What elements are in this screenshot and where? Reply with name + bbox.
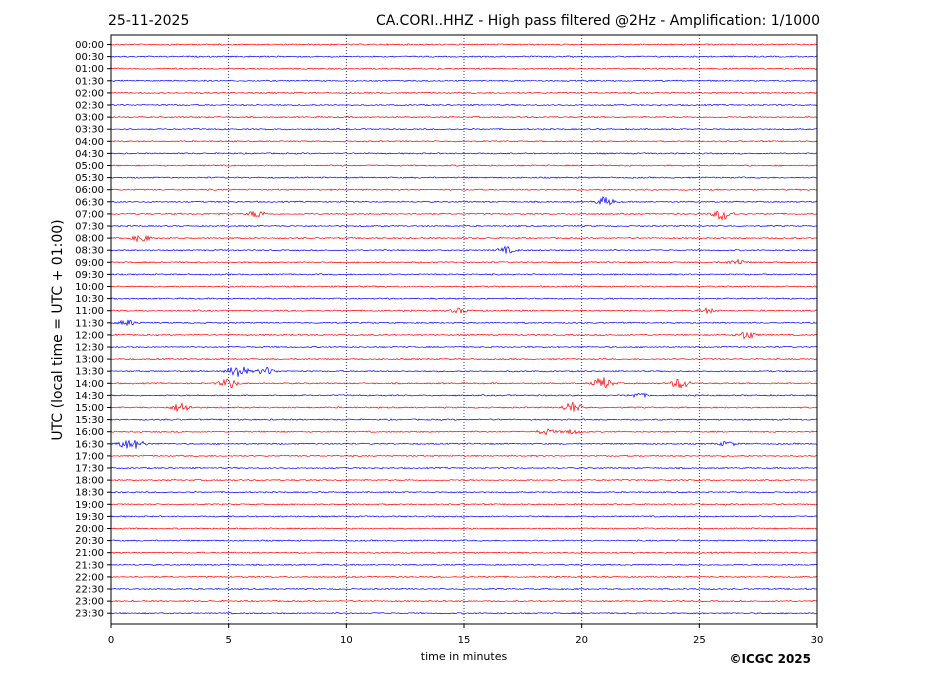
trace-1930 [110, 515, 818, 518]
y-tick-label: 03:00 [75, 113, 104, 124]
y-tick-label: 12:00 [75, 330, 104, 341]
copyright-label: ©ICGC 2025 [729, 652, 811, 666]
trace-0600 [110, 188, 818, 191]
y-tick-label: 22:30 [75, 585, 104, 596]
y-tick-label: 21:00 [75, 548, 104, 559]
y-tick-label: 21:30 [75, 560, 104, 571]
trace-1030 [110, 297, 818, 300]
y-tick-label: 09:30 [75, 270, 104, 281]
trace-1100 [110, 306, 818, 315]
y-tick-label: 19:00 [75, 500, 104, 511]
x-tick-label: 10 [340, 635, 353, 646]
y-tick-label: 17:00 [75, 451, 104, 462]
y-tick-label: 02:00 [75, 88, 104, 99]
trace-2200 [110, 575, 818, 579]
trace-0800 [110, 234, 818, 243]
trace-1800 [110, 478, 818, 482]
trace-0930 [110, 273, 818, 276]
trace-2100 [110, 551, 818, 554]
y-tick-label: 05:00 [75, 161, 104, 172]
y-tick-label: 18:00 [75, 476, 104, 487]
y-tick-label: 05:30 [75, 173, 104, 184]
y-tick-label: 06:00 [75, 185, 104, 196]
y-tick-label: 15:30 [75, 415, 104, 426]
y-tick-label: 04:30 [75, 149, 104, 160]
y-tick-label: 08:30 [75, 246, 104, 257]
x-tick-label: 30 [811, 635, 824, 646]
y-tick-label: 17:30 [75, 464, 104, 475]
y-tick-label: 14:30 [75, 391, 104, 402]
x-tick-label: 15 [458, 635, 471, 646]
trace-2030 [110, 539, 818, 542]
gridlines-group [228, 35, 700, 624]
y-tick-label: 04:00 [75, 137, 104, 148]
y-tick-label: 20:00 [75, 524, 104, 535]
y-tick-label: 23:00 [75, 597, 104, 608]
x-tick-label: 25 [693, 635, 706, 646]
y-tick-label: 16:30 [75, 439, 104, 450]
y-tick-label: 18:30 [75, 488, 104, 499]
trace-2000 [110, 527, 818, 530]
trace-0500 [110, 164, 818, 167]
y-tick-label: 11:30 [75, 318, 104, 329]
y-tick-label: 07:00 [75, 209, 104, 220]
trace-2230 [110, 587, 818, 591]
y-tick-label: 19:30 [75, 512, 104, 523]
y-tick-label: 12:30 [75, 343, 104, 354]
trace-1830 [110, 490, 818, 494]
y-tick-label: 11:00 [75, 306, 104, 317]
y-tick-label: 08:00 [75, 234, 104, 245]
trace-2300 [110, 599, 818, 603]
y-axis-label: UTC (local time = UTC + 01:00) [50, 219, 66, 440]
trace-0530 [110, 176, 818, 179]
y-tick-label: 00:30 [75, 52, 104, 63]
y-tick-label: 01:00 [75, 64, 104, 75]
trace-0700 [110, 210, 818, 221]
trace-2130 [110, 563, 818, 567]
y-tick-label: 02:30 [75, 101, 104, 112]
trace-1630 [110, 439, 818, 449]
chart-title: CA.CORI..HHZ - High pass filtered @2Hz -… [376, 13, 820, 29]
trace-0830 [110, 245, 818, 254]
trace-0430 [110, 152, 818, 155]
x-tick-group: 0 5 10 15 20 25 30 [108, 624, 824, 646]
x-tick-label: 0 [108, 635, 114, 646]
traces-group [110, 43, 818, 615]
trace-0730 [110, 224, 818, 228]
y-tick-label: 22:00 [75, 572, 104, 583]
x-axis-label: time in minutes [421, 650, 508, 663]
y-tick-label: 06:30 [75, 197, 104, 208]
y-tick-label: 16:00 [75, 427, 104, 438]
y-tick-label: 20:30 [75, 536, 104, 547]
y-tick-label: 13:00 [75, 355, 104, 366]
y-tick-label: 10:30 [75, 294, 104, 305]
y-tick-label: 23:30 [75, 609, 104, 620]
trace-1230 [110, 345, 818, 349]
x-tick-label: 5 [225, 635, 231, 646]
y-tick-label: 01:30 [75, 76, 104, 87]
trace-0400 [110, 140, 818, 143]
y-tick-label: 10:00 [75, 282, 104, 293]
y-tick-label: 15:00 [75, 403, 104, 414]
trace-0900 [110, 258, 818, 265]
y-tick-label: 13:30 [75, 367, 104, 378]
y-tick-label: 09:00 [75, 258, 104, 269]
y-tick-label: 00:00 [75, 40, 104, 51]
trace-2330 [110, 611, 818, 615]
y-tick-label: 03:30 [75, 125, 104, 136]
x-tick-label: 20 [575, 635, 588, 646]
trace-0630 [110, 196, 818, 206]
date-label: 25-11-2025 [108, 13, 189, 29]
y-tick-label: 07:30 [75, 222, 104, 233]
y-tick-label: 14:00 [75, 379, 104, 390]
